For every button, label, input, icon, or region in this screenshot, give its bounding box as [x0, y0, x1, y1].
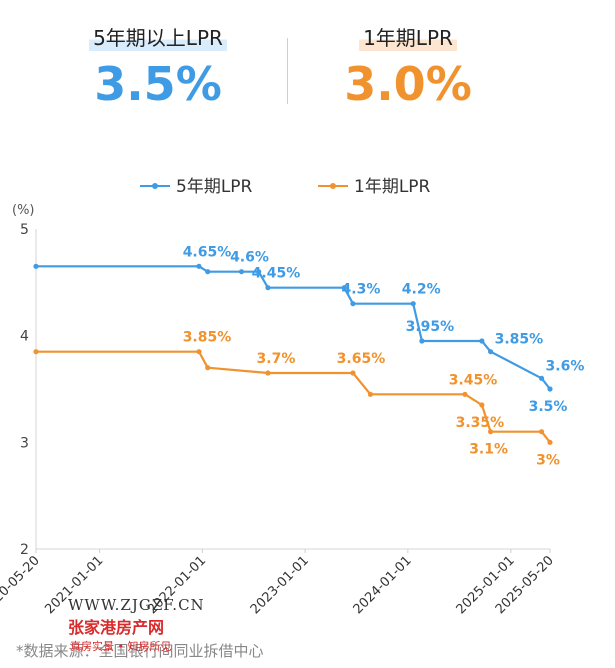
data-label: 4.45% — [252, 266, 301, 282]
data-label: 3.95% — [406, 319, 455, 335]
legend-swatch-marker — [330, 183, 336, 189]
data-label: 3.6% — [546, 358, 585, 374]
data-label: 3.7% — [257, 351, 296, 367]
y-tick-label: 4 — [20, 329, 29, 345]
x-tick-label: 2024-01-01 — [351, 553, 415, 617]
data-point — [547, 386, 553, 392]
data-label: 4.65% — [183, 244, 232, 260]
watermark-url: WWW.ZJGZF.CN — [68, 596, 205, 614]
data-point — [33, 349, 39, 355]
kpi-one-year-label: 1年期LPR — [359, 22, 457, 51]
data-point — [410, 301, 416, 307]
data-point — [488, 429, 494, 435]
data-label: 3.1% — [469, 442, 508, 458]
data-point — [547, 439, 553, 445]
y-tick-label: 3 — [20, 435, 29, 451]
data-label: 3.65% — [337, 351, 386, 367]
data-label: 3.85% — [183, 330, 232, 346]
data-label: 4.3% — [342, 282, 381, 298]
data-label: 4.6% — [230, 250, 269, 266]
x-tick-label: 2023-01-01 — [248, 553, 312, 617]
kpi-five-year-label: 5年期以上LPR — [89, 22, 227, 51]
y-tick-label: 2 — [20, 542, 29, 558]
y-tick-label: 5 — [20, 222, 29, 238]
data-point — [33, 263, 39, 269]
data-point — [538, 429, 545, 435]
data-point — [256, 269, 262, 275]
data-label: 3% — [536, 452, 560, 468]
data-point — [479, 402, 485, 408]
kpi-one-year: 1年期LPR 3.0% — [308, 22, 508, 111]
data-label: 3.5% — [529, 399, 568, 415]
data-point — [488, 349, 494, 355]
data-point — [462, 391, 468, 397]
data-point — [238, 269, 245, 275]
kpi-five-year-value: 3.5% — [94, 57, 222, 111]
kpi-divider — [287, 38, 288, 104]
data-point — [265, 370, 271, 376]
y-axis-unit: (%) — [12, 203, 35, 218]
data-label: 3.85% — [495, 332, 544, 348]
data-label: 3.35% — [456, 415, 505, 431]
data-point — [341, 285, 347, 291]
data-point — [205, 365, 211, 371]
data-label: 4.2% — [402, 282, 441, 298]
watermark-name: 张家港房产网 — [68, 618, 165, 637]
x-tick-label: 2020-05-20 — [0, 553, 43, 617]
data-point — [350, 370, 356, 376]
watermark-slogan: 真房实景 • 知房所见 — [70, 640, 172, 653]
data-label: 3.45% — [449, 372, 498, 388]
data-point — [479, 338, 485, 344]
legend-label: 5年期LPR — [176, 177, 253, 197]
data-point — [205, 269, 211, 275]
data-point — [350, 301, 356, 307]
legend-label: 1年期LPR — [354, 177, 431, 197]
data-source-footnote: *数据来源：全国银行间同业拆借中心 — [16, 642, 264, 660]
data-point — [196, 349, 202, 355]
legend-swatch-marker — [152, 183, 158, 189]
kpi-five-year: 5年期以上LPR 3.5% — [58, 22, 258, 111]
series-line — [36, 265, 551, 390]
data-point — [538, 375, 545, 381]
data-point — [367, 391, 374, 397]
kpi-one-year-value: 3.0% — [344, 57, 472, 111]
data-point — [419, 338, 425, 344]
data-point — [196, 263, 202, 269]
data-point — [265, 285, 271, 291]
